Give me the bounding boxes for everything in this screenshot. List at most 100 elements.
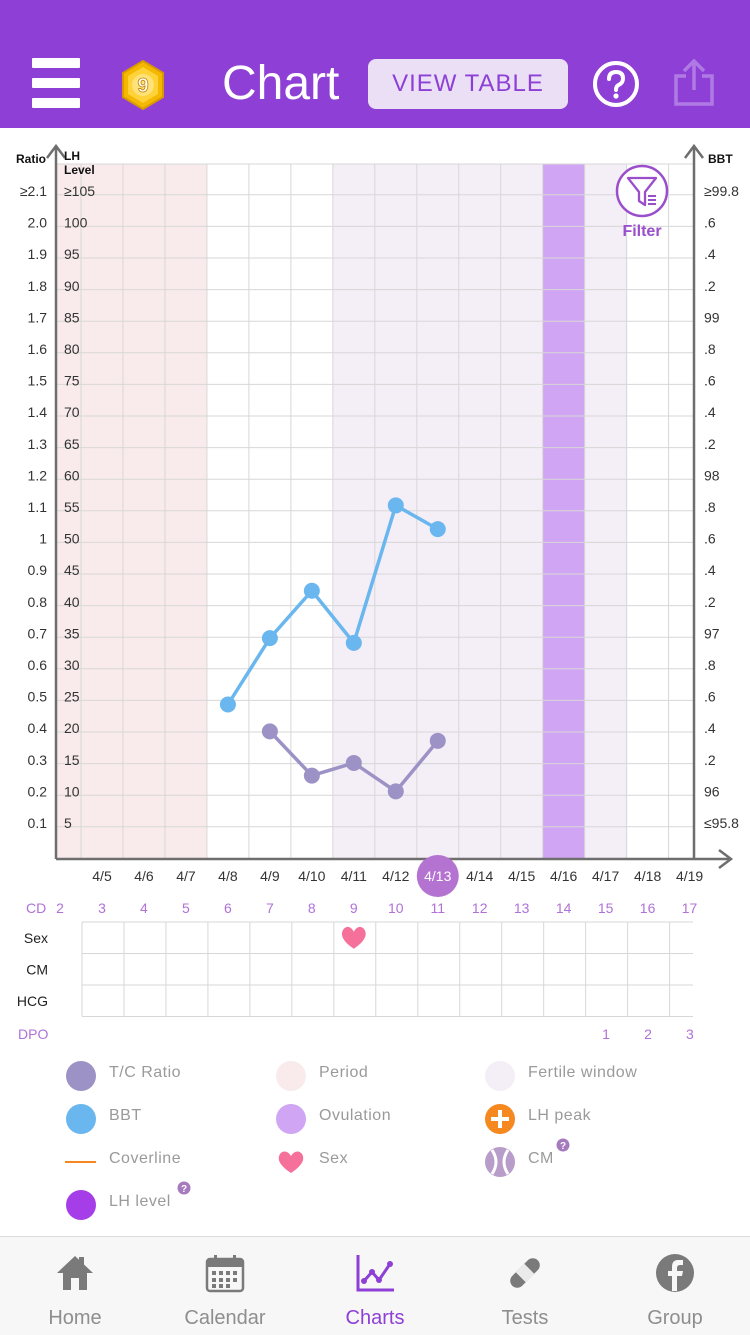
bbt-tick-label: .8 (704, 499, 716, 515)
cd-value: 11 (430, 900, 445, 916)
legend-label: Period (319, 1064, 369, 1081)
legend-label: LH level (109, 1193, 171, 1210)
bbt-point (387, 497, 404, 514)
ratio-tick-label: 0.4 (28, 720, 48, 736)
cd-value: 13 (514, 900, 530, 916)
bbt-tick-label: .2 (704, 436, 716, 452)
bbt-tick-label: 97 (704, 625, 720, 641)
lh-tick-label: 75 (64, 373, 80, 389)
bbt-point (261, 630, 278, 647)
nav-group[interactable]: Group (600, 1237, 750, 1335)
nav-label: Group (647, 1307, 703, 1329)
bbt-point (219, 696, 236, 713)
lh-tick-label: 5 (64, 815, 72, 831)
bbt-line (226, 503, 439, 706)
filter-button[interactable]: Filter (615, 164, 669, 240)
bottom-nav: Home Calendar Charts Test (0, 1236, 750, 1335)
bbt-tick-label: .2 (704, 594, 716, 610)
level-badge[interactable]: 9 (120, 59, 166, 111)
lh-level-icon (66, 1190, 96, 1220)
page-title: Chart (222, 57, 340, 110)
date-label: 4/9 (260, 868, 280, 884)
cd-value: 2 (56, 900, 64, 916)
period-icon (276, 1061, 306, 1091)
nav-calendar[interactable]: Calendar (150, 1237, 300, 1335)
share-icon (674, 58, 714, 106)
lh-tick-label: 100 (64, 215, 88, 231)
group-icon (656, 1254, 694, 1292)
badge-number: 9 (137, 75, 148, 97)
nav-tests[interactable]: Tests (450, 1237, 600, 1335)
bbt-tick-label: .4 (704, 246, 716, 262)
cd-value: 10 (388, 900, 404, 916)
ratio-tick-label: 0.5 (28, 689, 48, 705)
nav-label: Charts (345, 1307, 405, 1329)
menu-icon[interactable] (32, 58, 80, 108)
lh-tick-label: 10 (64, 783, 80, 799)
row-label: Sex (24, 930, 48, 946)
dpo-label: DPO (18, 1026, 48, 1042)
row-label: HCG (17, 993, 48, 1009)
lh-tick-label: 20 (64, 720, 80, 736)
nav-charts[interactable]: Charts (300, 1237, 450, 1335)
lh-axis-title: Level (64, 163, 95, 177)
nav-label: Tests (501, 1307, 549, 1329)
cd-value: 16 (640, 900, 656, 916)
bbt-point (429, 521, 446, 538)
ratio-tick-label: 1.3 (28, 436, 48, 452)
ratio-tick-label: 0.3 (28, 752, 48, 768)
legend-label: Ovulation (319, 1107, 392, 1124)
date-label: 4/15 (508, 868, 535, 884)
svg-text:?: ? (181, 1184, 187, 1195)
bbt-point (345, 634, 362, 651)
ovulation-band (542, 164, 585, 859)
right-axis-arrow (684, 143, 704, 159)
row-label: CM (26, 962, 48, 978)
bbt-tick-label: .6 (704, 531, 716, 547)
ratio-tick-label: 0.7 (28, 625, 48, 641)
date-label: 4/11 (341, 868, 367, 884)
legend-label: CM (528, 1150, 554, 1167)
coverline-icon (65, 1161, 96, 1163)
bbt-tick-label: .6 (704, 689, 716, 705)
badge-icon: 9 (122, 59, 164, 111)
nav-home[interactable]: Home (0, 1237, 150, 1335)
cd-label: CD (26, 900, 46, 916)
lh-tick-label: 35 (64, 625, 80, 641)
help-icon (593, 61, 639, 107)
dpo-value: 1 (602, 1026, 610, 1042)
lh-tick-label: 90 (64, 278, 80, 294)
lh-level-info-icon[interactable]: ? (177, 1181, 191, 1195)
bbt-tick-label: ≥99.8 (704, 183, 739, 199)
home-icon (57, 1256, 93, 1290)
nav-label: Home (48, 1307, 102, 1329)
lh-tick-label: 80 (64, 341, 80, 357)
ovulation-icon (276, 1104, 306, 1134)
bbt-tick-label: 96 (704, 783, 720, 799)
ratio-tick-label: ≥2.1 (20, 183, 47, 199)
bbt-tick-label: 99 (704, 309, 720, 325)
cd-value: 15 (598, 900, 614, 916)
tc-ratio-point (345, 754, 362, 771)
dpo-value: 3 (686, 1026, 694, 1042)
help-button[interactable] (592, 60, 640, 108)
ratio-tick-label: 0.9 (28, 562, 48, 578)
ratio-tick-label: 1.9 (28, 246, 48, 262)
fertile-window-icon (485, 1061, 515, 1091)
calendar-icon (205, 1255, 245, 1293)
bbt-tick-label: .8 (704, 341, 716, 357)
bbt-point (303, 582, 320, 599)
date-label: 4/13 (424, 868, 451, 884)
date-label: 4/17 (592, 868, 619, 884)
lh-peak-icon (485, 1104, 515, 1134)
lh-tick-label: 65 (64, 436, 80, 452)
lh-tick-label: 60 (64, 467, 80, 483)
view-table-button[interactable]: VIEW TABLE (368, 59, 568, 109)
lh-tick-label: 70 (64, 404, 80, 420)
bbt-tick-label: .8 (704, 657, 716, 673)
cm-info-icon[interactable]: ? (556, 1138, 570, 1152)
ratio-tick-label: 1.1 (28, 499, 48, 515)
date-label: 4/12 (382, 868, 409, 884)
tests-icon (510, 1258, 540, 1288)
share-button[interactable] (672, 58, 716, 108)
